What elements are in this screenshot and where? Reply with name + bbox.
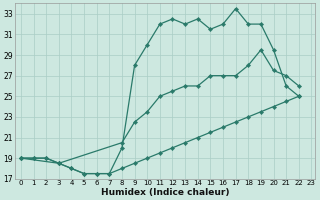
X-axis label: Humidex (Indice chaleur): Humidex (Indice chaleur) bbox=[101, 188, 229, 197]
